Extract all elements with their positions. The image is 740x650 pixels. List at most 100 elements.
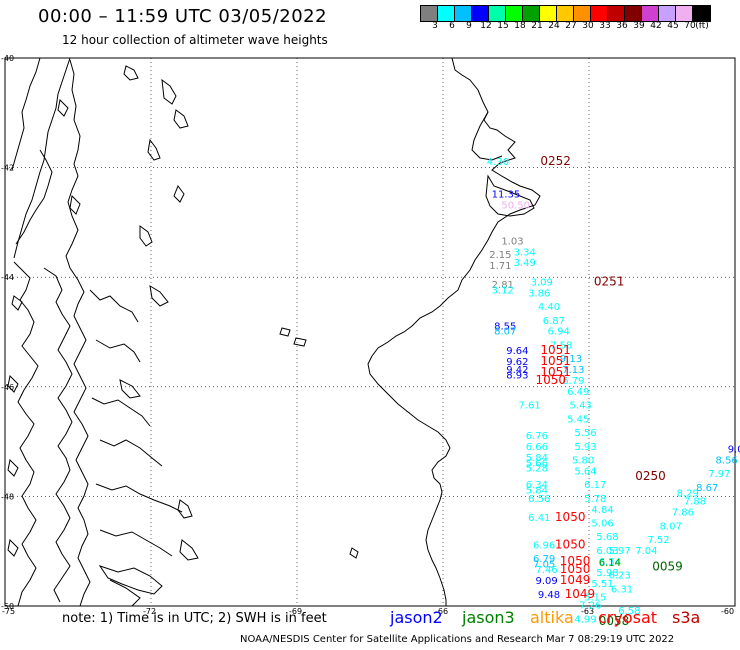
pass-time-label: 1050 bbox=[535, 373, 566, 387]
lat-tick-label: -42 bbox=[1, 164, 14, 173]
colorbar-swatch bbox=[676, 6, 693, 21]
wave-height-label: 5.64 bbox=[574, 466, 596, 477]
colorbar-label: 12 bbox=[480, 21, 492, 31]
colorbar-swatch bbox=[523, 6, 540, 21]
wave-height-label: 9.01 bbox=[728, 445, 740, 456]
wave-height-label: 4.84 bbox=[591, 505, 613, 516]
colorbar-swatch bbox=[642, 6, 659, 21]
wave-height-label: 9.48 bbox=[538, 590, 560, 601]
wave-height-label: 6.34 bbox=[526, 480, 548, 491]
colorbar-swatch bbox=[506, 6, 523, 21]
lat-tick-label: -48 bbox=[1, 492, 14, 501]
wave-height-label: 4.40 bbox=[538, 302, 560, 313]
wave-height-label: 8.55 bbox=[494, 321, 516, 332]
colorbar-swatch bbox=[659, 6, 676, 21]
wave-height-label: 5.66 bbox=[526, 458, 548, 469]
wave-height-label: 7.04 bbox=[635, 546, 657, 557]
colorbar-swatch bbox=[557, 6, 574, 21]
lon-tick-label: -69 bbox=[289, 607, 302, 616]
pass-time-label: 1050 bbox=[560, 562, 591, 576]
wave-height-label: 6.66 bbox=[526, 442, 548, 453]
wave-height-label: 8.29 bbox=[677, 488, 699, 499]
wave-height-label: 9.13 bbox=[560, 354, 582, 365]
pass-time-label: 0251 bbox=[594, 274, 625, 288]
wave-height-label: 5.78 bbox=[584, 494, 606, 505]
wave-height-label: 5.45 bbox=[567, 414, 589, 425]
colorbar-label: 18 bbox=[514, 21, 526, 31]
pass-time-label: 1049 bbox=[560, 573, 591, 587]
wave-height-label: 6.34 bbox=[599, 557, 621, 568]
wave-height-label: 9.62 bbox=[506, 357, 528, 368]
wave-height-label: 5.84 bbox=[526, 453, 548, 464]
lon-tick-label: -72 bbox=[143, 607, 156, 616]
colorbar-swatch bbox=[489, 6, 506, 21]
credit-footer: NOAA/NESDIS Center for Satellite Applica… bbox=[240, 634, 675, 645]
colorbar-swatch bbox=[540, 6, 557, 21]
wave-height-label: 3.49 bbox=[514, 258, 536, 269]
colorbar-label: (ft) bbox=[695, 21, 709, 31]
wave-height-label: 11.35 bbox=[492, 190, 521, 201]
wave-height-label: 6.96 bbox=[533, 540, 555, 551]
colorbar-label: 15 bbox=[497, 21, 509, 31]
valdes-peninsula bbox=[485, 174, 535, 217]
pass-time-label: 1050 bbox=[555, 510, 586, 524]
colorbar-swatch bbox=[625, 6, 642, 21]
units-note: note: 1) Time is in UTC; 2) SWH is in fe… bbox=[62, 611, 327, 626]
map-title: 00:00 – 11:59 UTC 03/05/2022 bbox=[38, 6, 328, 27]
colorbar-label: 39 bbox=[633, 21, 645, 31]
wave-height-label: 3.09 bbox=[531, 277, 553, 288]
wave-height-label: 7.26 bbox=[579, 601, 601, 612]
wave-height-label: 8.07 bbox=[494, 327, 516, 338]
wave-height-label: 6.79 bbox=[562, 376, 584, 387]
wave-height-label: 50.50 bbox=[501, 201, 530, 212]
pass-time-label: 1050 bbox=[555, 537, 586, 551]
wave-height-label: 7.86 bbox=[672, 508, 694, 519]
wave-height-label: 3.34 bbox=[514, 247, 536, 258]
wave-height-label: 5.15 bbox=[584, 593, 606, 604]
pass-time-label: 0250 bbox=[635, 469, 666, 483]
colorbar-swatch bbox=[472, 6, 489, 21]
wave-height-label: 3.86 bbox=[528, 288, 550, 299]
wave-height-label: 8.07 bbox=[660, 521, 682, 532]
pass-time-labels: 0252025110511051105110500250105010501050… bbox=[535, 154, 682, 628]
pass-time-label: 1049 bbox=[565, 587, 596, 601]
wave-height-label: 5.84 bbox=[526, 486, 548, 497]
lon-tick-label: -75 bbox=[2, 607, 15, 616]
wave-height-label: 2.81 bbox=[492, 280, 514, 291]
wave-height-label: 9.09 bbox=[535, 576, 557, 587]
satellite-legend-jason3: jason3 bbox=[462, 608, 515, 627]
colorbar-swatch bbox=[608, 6, 625, 21]
wave-height-label: 6.23 bbox=[608, 571, 630, 582]
graticule bbox=[5, 58, 735, 606]
lat-tick-label: -50 bbox=[1, 602, 14, 611]
wave-height-label: 5.97 bbox=[608, 546, 630, 557]
wave-height-label: 7.05 bbox=[533, 560, 555, 571]
lat-tick-label: -40 bbox=[1, 54, 14, 63]
wave-height-label: 9.42 bbox=[506, 365, 528, 376]
pass-time-label: 1051 bbox=[540, 365, 571, 379]
wave-height-label: 6.14 bbox=[599, 558, 621, 569]
pass-time-label: 0059 bbox=[652, 559, 683, 573]
wave-height-label: 6.03 bbox=[596, 546, 618, 557]
wave-height-label: 7.97 bbox=[708, 469, 730, 480]
colorbar-label: 30 bbox=[582, 21, 594, 31]
wave-height-label: 7.52 bbox=[647, 535, 669, 546]
wave-height-label: 5.80 bbox=[572, 456, 594, 467]
san-matias-gulf-shore bbox=[471, 111, 503, 161]
colorbar-label: 21 bbox=[531, 21, 543, 31]
wave-height-label: 2.15 bbox=[489, 250, 511, 261]
wave-height-label: 6.79 bbox=[533, 554, 555, 565]
colorbar-label: 33 bbox=[599, 21, 611, 31]
wave-height-label: 5.06 bbox=[591, 519, 613, 530]
wave-height-label: 6.56 bbox=[528, 494, 550, 505]
colorbar-label: 45 bbox=[667, 21, 679, 31]
colorbar-swatch bbox=[693, 6, 710, 21]
wave-height-label: 5.68 bbox=[596, 532, 618, 543]
pass-time-label: 0058 bbox=[599, 614, 630, 628]
wave-height-label: 7.46 bbox=[535, 565, 557, 576]
wave-height-label: 6.58 bbox=[618, 606, 640, 617]
wave-height-label: 6.76 bbox=[526, 431, 548, 442]
wave-height-label: 1.71 bbox=[489, 261, 511, 272]
wave-height-label: 4.99 bbox=[574, 614, 596, 625]
lon-tick-label: -60 bbox=[721, 607, 734, 616]
